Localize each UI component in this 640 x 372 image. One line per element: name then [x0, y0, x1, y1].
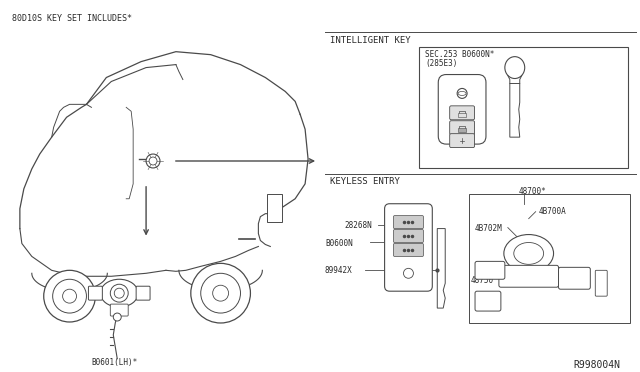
FancyBboxPatch shape — [450, 134, 474, 148]
FancyBboxPatch shape — [475, 262, 505, 279]
Circle shape — [403, 268, 413, 278]
Text: B0600N: B0600N — [325, 238, 353, 247]
Bar — [469, 194, 630, 323]
Circle shape — [113, 313, 121, 321]
Circle shape — [44, 270, 95, 322]
Text: (285E3): (285E3) — [426, 59, 458, 68]
FancyBboxPatch shape — [438, 74, 486, 144]
FancyBboxPatch shape — [499, 265, 559, 287]
FancyBboxPatch shape — [394, 216, 423, 228]
Polygon shape — [510, 83, 520, 137]
FancyBboxPatch shape — [88, 286, 102, 300]
Circle shape — [149, 157, 157, 165]
Text: 80D10S KEY SET INCLUDES*: 80D10S KEY SET INCLUDES* — [12, 14, 132, 23]
Circle shape — [146, 154, 160, 168]
FancyBboxPatch shape — [475, 291, 501, 311]
FancyBboxPatch shape — [595, 270, 607, 296]
FancyBboxPatch shape — [394, 244, 423, 256]
Text: 48700*: 48700* — [519, 187, 547, 196]
Text: 28268N: 28268N — [345, 221, 372, 230]
Text: B0601(LH)*: B0601(LH)* — [92, 358, 138, 367]
Text: 4B702M: 4B702M — [475, 224, 503, 232]
FancyBboxPatch shape — [394, 230, 423, 243]
Circle shape — [52, 279, 86, 313]
Text: INTELLIGENT KEY: INTELLIGENT KEY — [330, 36, 411, 45]
Ellipse shape — [100, 279, 138, 307]
Circle shape — [457, 89, 467, 98]
Ellipse shape — [505, 57, 525, 78]
Circle shape — [191, 263, 250, 323]
Polygon shape — [437, 228, 445, 308]
Circle shape — [212, 285, 228, 301]
Bar — [419, 47, 628, 168]
Ellipse shape — [458, 92, 466, 95]
Circle shape — [110, 284, 128, 302]
Circle shape — [201, 273, 241, 313]
Text: SEC.253 B0600N*: SEC.253 B0600N* — [426, 50, 495, 59]
Bar — [458, 128, 466, 132]
Text: R998004N: R998004N — [573, 360, 620, 370]
FancyBboxPatch shape — [450, 121, 474, 135]
Text: KEYLESS ENTRY: KEYLESS ENTRY — [330, 177, 400, 186]
Text: 4B700A: 4B700A — [539, 207, 566, 216]
Text: 89942X: 89942X — [325, 266, 353, 275]
Bar — [458, 113, 466, 117]
Text: 48750: 48750 — [471, 276, 494, 285]
Circle shape — [63, 289, 77, 303]
Ellipse shape — [514, 243, 543, 264]
FancyBboxPatch shape — [559, 267, 590, 289]
FancyBboxPatch shape — [136, 286, 150, 300]
FancyBboxPatch shape — [110, 304, 128, 316]
Circle shape — [115, 288, 124, 298]
FancyBboxPatch shape — [450, 106, 474, 120]
Ellipse shape — [504, 234, 554, 272]
FancyBboxPatch shape — [385, 204, 432, 291]
Bar — [268, 194, 282, 222]
